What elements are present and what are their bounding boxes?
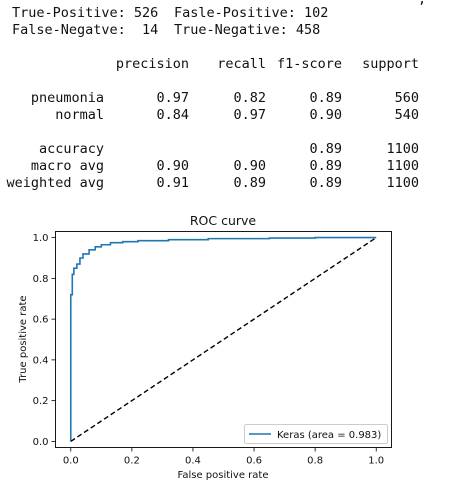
- cell-f1: 0.89: [309, 90, 342, 106]
- y-tick-label: 0.0: [33, 437, 49, 448]
- x-tick-label: 0.4: [185, 456, 201, 467]
- legend-box: [244, 424, 388, 444]
- cell-f1: 0.90: [309, 107, 342, 123]
- y-tick-label: 0.4: [33, 355, 49, 366]
- legend: Keras (area = 0.983): [244, 424, 388, 444]
- row-label-accuracy: accuracy: [38, 141, 104, 157]
- y-axis-label: True positive rate: [18, 295, 29, 383]
- cell-f1: 0.89: [309, 158, 342, 174]
- x-tick-label: 1.0: [368, 456, 384, 467]
- cell-support: 540: [394, 107, 419, 123]
- false-negative-text: False-Negatve: 14: [12, 22, 159, 38]
- true-negative-text: True-Negative: 458: [174, 22, 321, 38]
- x-tick-label: 0.8: [307, 456, 323, 467]
- true-positive-text: True-Positive: 526: [12, 5, 159, 21]
- x-tick-label: 0.2: [124, 456, 140, 467]
- y-tick-label: 0.8: [33, 274, 49, 285]
- legend-label: Keras (area = 0.983): [277, 430, 381, 441]
- diagonal-reference-line: [70, 237, 377, 442]
- cut-off-top-text: ,: [418, 0, 426, 8]
- chart-title: ROC curve: [190, 213, 257, 228]
- header-support: support: [362, 56, 419, 72]
- cell-precision: 0.84: [156, 107, 189, 123]
- x-tick-label: 0.0: [63, 456, 79, 467]
- x-axis-label: False positive rate: [178, 470, 269, 481]
- y-tick-label: 0.6: [33, 315, 49, 326]
- cell-precision: 0.90: [156, 158, 189, 174]
- cell-recall: 0.90: [233, 158, 266, 174]
- header-recall: recall: [217, 56, 266, 72]
- cell-recall: 0.97: [233, 107, 266, 123]
- row-label-macro-avg: macro avg: [30, 158, 104, 174]
- y-tick-label: 1.0: [33, 233, 49, 244]
- x-tick-label: 0.6: [246, 456, 262, 467]
- cell-precision: 0.97: [156, 90, 189, 106]
- cell-support: 1100: [386, 175, 419, 191]
- cell-precision: 0.91: [156, 175, 189, 191]
- cell-support: 560: [394, 90, 419, 106]
- roc-curve-line: [69, 236, 377, 442]
- cell-recall: 0.89: [233, 175, 266, 191]
- plot-frame: [55, 231, 392, 448]
- header-f1-score: f1-score: [276, 56, 342, 72]
- header-precision: precision: [115, 56, 189, 72]
- y-tick-label: 0.2: [33, 396, 49, 407]
- row-label-normal: normal: [55, 107, 104, 123]
- cell-f1: 0.89: [309, 175, 342, 191]
- row-label-weighted-avg: weighted avg: [6, 175, 104, 191]
- cell-support: 1100: [386, 141, 419, 157]
- cell-f1: 0.89: [309, 141, 342, 157]
- cell-recall: 0.82: [233, 90, 266, 106]
- row-label-pneumonia: pneumonia: [30, 90, 104, 106]
- false-positive-text: Fasle-Positive: 102: [174, 5, 329, 21]
- cell-support: 1100: [386, 158, 419, 174]
